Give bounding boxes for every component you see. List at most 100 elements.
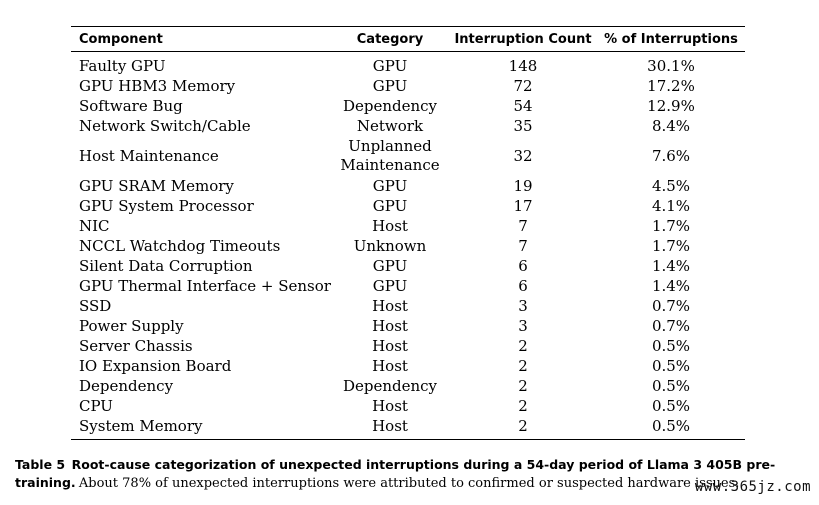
table-row: Network Switch/Cable Network 35 8.4% [71, 116, 745, 136]
header-interruption-count: Interruption Count [449, 27, 597, 52]
table-row: IO Expansion Board Host 2 0.5% [71, 356, 745, 376]
component-cell: Network Switch/Cable [79, 117, 251, 135]
component-cell: System Memory [71, 416, 331, 440]
interruptions-table: Component Category Interruption Count % … [71, 26, 745, 440]
component-cell: IO Expansion Board [79, 357, 232, 375]
percent-cell: 1.7% [651, 217, 691, 235]
component-cell: NCCL Watchdog Timeouts [79, 237, 281, 255]
count-cell: 7 [518, 237, 528, 255]
category-cell: Network [356, 117, 424, 135]
category-cell: GPU [372, 57, 408, 75]
component-cell: CPU [79, 397, 113, 415]
category-cell: GPU [372, 277, 408, 295]
component-cell: GPU Thermal Interface + Sensor [79, 277, 331, 295]
percent-cell: 0.7% [651, 297, 691, 315]
count-cell: 54 [513, 97, 533, 115]
table-row: GPU SRAM Memory GPU 19 4.5% [71, 176, 745, 196]
percent-cell: 7.6% [651, 147, 691, 165]
category-cell: Host [372, 317, 408, 335]
count-cell: 2 [518, 337, 528, 355]
component-cell: Silent Data Corruption [79, 257, 253, 275]
percent-cell: 1.4% [651, 277, 691, 295]
category-cell: GPU [372, 257, 408, 275]
table-row: Power Supply Host 3 0.7% [71, 316, 745, 336]
percent-cell: 0.5% [651, 397, 691, 415]
table-row: NIC Host 7 1.7% [71, 216, 745, 236]
percent-cell: 0.5% [651, 337, 691, 355]
category-cell: GPU [372, 177, 408, 195]
percent-cell: 1.7% [651, 237, 691, 255]
category-cell: Unknown [353, 237, 427, 255]
category-cell: Host [372, 337, 408, 355]
header-category: Category [331, 27, 449, 52]
count-cell: 6 [518, 257, 528, 275]
category-cell: GPU [372, 77, 408, 95]
table-row: GPU System Processor GPU 17 4.1% [71, 196, 745, 216]
category-cell: Host [372, 297, 408, 315]
percent-cell: 17.2% [647, 77, 695, 95]
component-cell: GPU HBM3 Memory [79, 77, 236, 95]
count-cell: 72 [513, 77, 533, 95]
component-cell: Faulty GPU [79, 57, 166, 75]
table-row: Server Chassis Host 2 0.5% [71, 336, 745, 356]
component-cell: Power Supply [79, 317, 184, 335]
count-cell: 17 [513, 197, 533, 215]
table-row: Software Bug Dependency 54 12.9% [71, 96, 745, 116]
component-cell: GPU SRAM Memory [79, 177, 234, 195]
table-caption: Table 5 Root-cause categorization of une… [15, 456, 805, 493]
category-cell: Unplanned Maintenance [340, 137, 440, 174]
table-row: GPU HBM3 Memory GPU 72 17.2% [71, 76, 745, 96]
table-row: Silent Data Corruption GPU 6 1.4% [71, 256, 745, 276]
count-cell: 6 [518, 277, 528, 295]
category-cell: Host [372, 217, 408, 235]
percent-cell: 4.1% [651, 197, 691, 215]
header-component: Component [71, 27, 331, 52]
count-cell: 2 [518, 357, 528, 375]
component-cell: SSD [79, 297, 112, 315]
percent-cell: 30.1% [647, 57, 695, 75]
component-cell: Host Maintenance [79, 147, 219, 165]
percent-cell: 0.5% [651, 377, 691, 395]
category-cell: Host [372, 397, 408, 415]
table-row: NCCL Watchdog Timeouts Unknown 7 1.7% [71, 236, 745, 256]
caption-text: About 78% of unexpected interruptions we… [78, 476, 740, 491]
count-cell: 3 [518, 297, 528, 315]
count-cell: 35 [513, 117, 533, 135]
caption-title: Root-cause categorization of unexpected … [15, 457, 776, 490]
table-row: CPU Host 2 0.5% [71, 396, 745, 416]
component-cell: Dependency [79, 377, 174, 395]
table-row: Dependency Dependency 2 0.5% [71, 376, 745, 396]
table-row: GPU Thermal Interface + Sensor GPU 6 1.4% [71, 276, 745, 296]
table-header-row: Component Category Interruption Count % … [71, 27, 745, 52]
table-row: Host Maintenance Unplanned Maintenance 32 7… [71, 136, 745, 176]
count-cell: 2 [518, 377, 528, 395]
table-body: Faulty GPU GPU 148 30.1% GPU HBM3 Memory GPU 7… [71, 52, 745, 440]
component-cell: Server Chassis [79, 337, 193, 355]
category-cell: Host [331, 416, 449, 440]
percent-cell: 4.5% [651, 177, 691, 195]
percent-cell: 0.7% [651, 317, 691, 335]
percent-cell: 0.5% [651, 357, 691, 375]
percent-cell: 12.9% [647, 97, 695, 115]
component-cell: Software Bug [79, 97, 183, 115]
component-cell: NIC [79, 217, 110, 235]
percent-cell: 8.4% [651, 117, 691, 135]
count-cell: 2 [518, 397, 528, 415]
count-cell: 7 [518, 217, 528, 235]
count-cell: 32 [513, 147, 533, 165]
component-cell: GPU System Processor [79, 197, 254, 215]
caption-label: Table 5 [15, 457, 66, 472]
table-row: System Memory Host 2 0.5% [71, 416, 745, 440]
count-cell: 19 [513, 177, 533, 195]
percent-cell: 1.4% [651, 257, 691, 275]
percent-cell: 0.5% [597, 416, 745, 440]
table-row: SSD Host 3 0.7% [71, 296, 745, 316]
count-cell: 148 [508, 57, 538, 75]
category-cell: Dependency [342, 377, 438, 395]
watermark: www.365jz.com [694, 479, 811, 495]
header-percent-of-interruptions: % of Interruptions [597, 27, 745, 52]
table-row: Faulty GPU GPU 148 30.1% [71, 52, 745, 77]
category-cell: Host [372, 357, 408, 375]
category-cell: GPU [372, 197, 408, 215]
count-cell: 2 [449, 416, 597, 440]
